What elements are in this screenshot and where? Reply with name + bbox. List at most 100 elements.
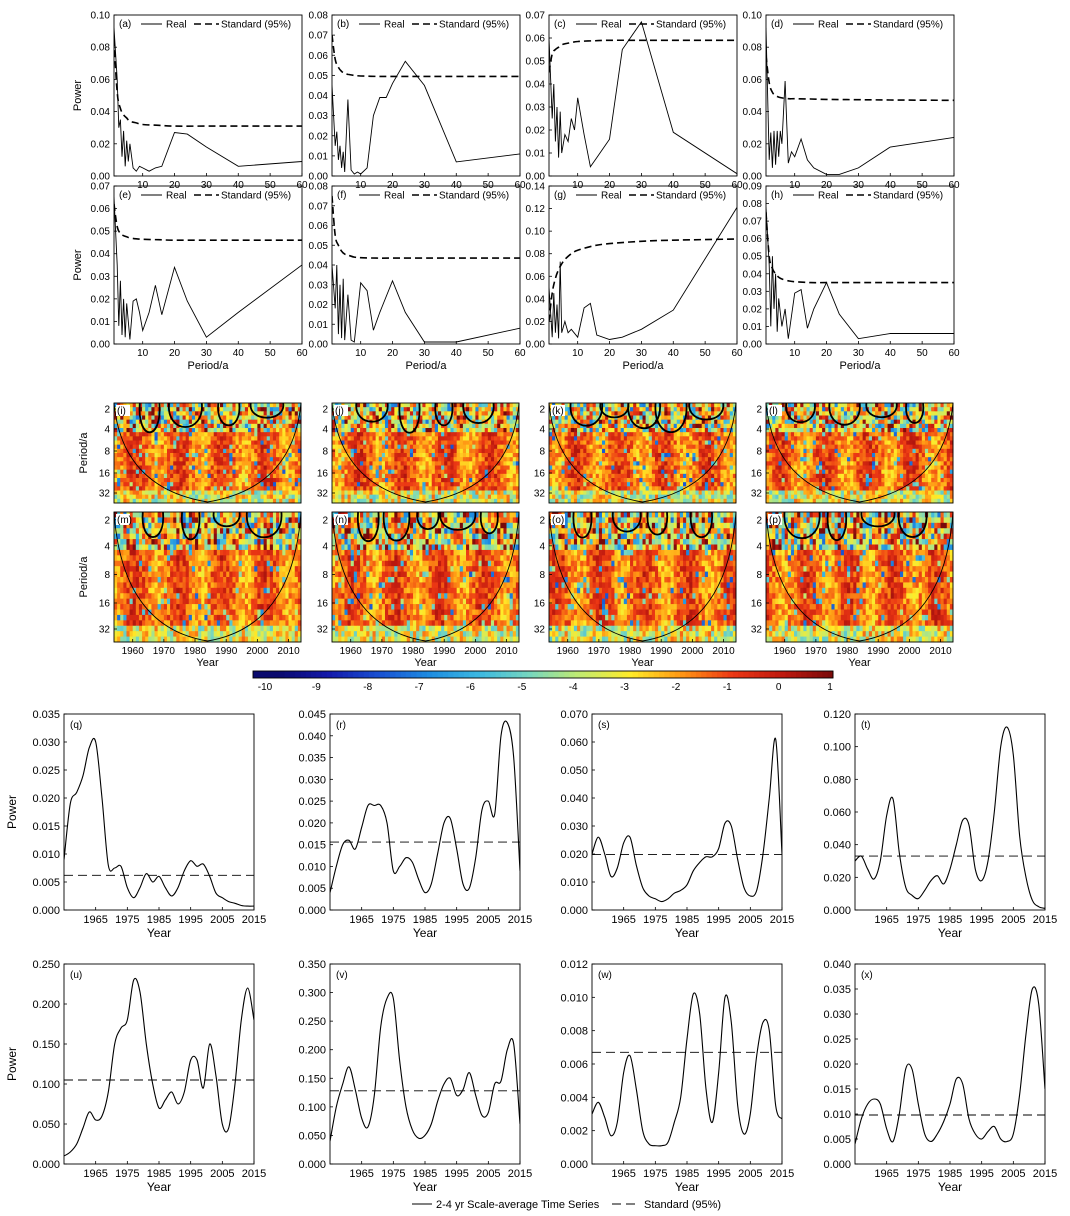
heatmap-cell [481, 448, 486, 454]
heatmap-cell [263, 419, 268, 425]
heatmap-cell [630, 494, 634, 500]
heatmap-cell [781, 403, 786, 408]
heatmap-cell [160, 403, 165, 408]
heatmap-cell [586, 415, 590, 421]
heatmap-cell [617, 403, 622, 408]
heatmap-cell [466, 494, 470, 500]
heatmap-cell [263, 482, 268, 487]
heatmap-cell [297, 486, 302, 491]
heatmap-cell [269, 423, 274, 429]
heatmap-cell [403, 453, 408, 458]
heatmap-cell [235, 461, 240, 466]
heatmap-cell [484, 419, 489, 425]
heatmap-cell [769, 419, 773, 425]
heatmap-cell [372, 494, 377, 500]
heatmap-cell [223, 444, 227, 450]
heatmap-cell [704, 428, 709, 433]
heatmap-cell [117, 423, 121, 429]
heatmap-cell [413, 478, 417, 483]
heatmap-cell [494, 428, 498, 433]
heatmap-cell [444, 486, 448, 491]
heatmap-cell [605, 423, 609, 429]
heatmap-cell [494, 457, 498, 462]
heatmap-cell [207, 444, 212, 450]
heatmap-cell [350, 407, 355, 412]
heatmap-cell [391, 461, 395, 466]
heatmap-cell [279, 453, 283, 458]
heatmap-cell [226, 478, 230, 483]
heatmap-cell [679, 461, 684, 466]
heatmap-cell [608, 436, 612, 441]
heatmap-cell [335, 423, 339, 429]
heatmap-cell [120, 465, 124, 471]
heatmap-cell [707, 482, 712, 487]
heatmap-cell [154, 473, 159, 479]
heatmap-cell [592, 478, 597, 483]
heatmap-cell [198, 428, 202, 433]
series-standard-line [114, 203, 302, 241]
heatmap-cell [232, 423, 236, 429]
heatmap-cell [347, 407, 352, 412]
heatmap-cell [248, 419, 252, 425]
heatmap-cell [570, 469, 575, 475]
heatmap-cell [235, 428, 240, 433]
heatmap-cell [403, 490, 408, 496]
heatmap-cell [173, 411, 177, 416]
heatmap-cell [509, 486, 514, 491]
heatmap-cell [577, 478, 581, 483]
heatmap-cell [608, 411, 612, 416]
heatmap-cell [573, 415, 578, 421]
heatmap-cell [363, 440, 367, 446]
heatmap-cell [378, 465, 383, 471]
heatmap-cell [475, 415, 479, 421]
heatmap-cell [428, 494, 433, 500]
heatmap-cell [403, 465, 408, 471]
heatmap-cell [701, 411, 706, 416]
heatmap-cell [667, 465, 671, 471]
heatmap-cell [812, 419, 817, 425]
heatmap-cell [475, 498, 479, 504]
heatmap-cell [450, 482, 454, 487]
heatmap-cell [503, 444, 507, 450]
heatmap-cell [425, 490, 430, 496]
heatmap-cell [409, 415, 414, 421]
heatmap-cell [154, 465, 159, 471]
heatmap-cell [397, 473, 401, 479]
heatmap-cell [732, 444, 737, 450]
heatmap-cell [120, 469, 124, 475]
heatmap-cell [347, 403, 352, 408]
heatmap-cell [381, 453, 386, 458]
heatmap-cell [344, 461, 348, 466]
heatmap-cell [497, 498, 501, 504]
heatmap-cell [595, 428, 600, 433]
heatmap-cell [469, 440, 473, 446]
heatmap-cell [282, 469, 286, 475]
heatmap-cell [360, 453, 364, 458]
heatmap-cell [176, 486, 180, 491]
heatmap-cell [503, 469, 507, 475]
heatmap-cell [558, 465, 562, 471]
heatmap-cell [381, 403, 386, 408]
heatmap-cell [341, 453, 345, 458]
heatmap-cell [138, 461, 143, 466]
heatmap-cell [350, 469, 355, 475]
heatmap-cell [188, 453, 193, 458]
heatmap-cell [366, 453, 370, 458]
heatmap-cell [794, 407, 798, 412]
heatmap-cell [701, 465, 706, 471]
heatmap-cell [356, 436, 361, 441]
heatmap-cell [658, 457, 662, 462]
heatmap-cell [425, 478, 430, 483]
heatmap-cell [837, 415, 842, 421]
heatmap-cell [198, 473, 202, 479]
heatmap-cell [577, 444, 581, 450]
heatmap-cell [291, 482, 296, 487]
heatmap-cell [586, 465, 590, 471]
heatmap-cell [257, 461, 261, 466]
heatmap-cell [148, 482, 152, 487]
y-tick-label: 0.00 [91, 172, 111, 183]
heatmap-cell [388, 482, 392, 487]
heatmap-cell [711, 436, 715, 441]
heatmap-cell [207, 469, 212, 475]
